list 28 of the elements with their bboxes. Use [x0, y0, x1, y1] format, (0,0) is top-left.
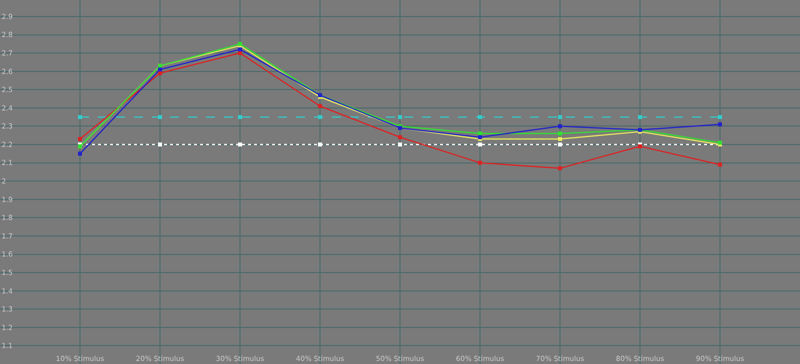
- point: [158, 142, 162, 146]
- point: [78, 115, 82, 120]
- point: [478, 160, 482, 165]
- point: [318, 115, 322, 120]
- point: [238, 115, 242, 120]
- point: [158, 68, 162, 72]
- point: [558, 142, 562, 146]
- point: [718, 122, 722, 126]
- point: [558, 166, 562, 170]
- point: [398, 115, 402, 120]
- point: [478, 142, 482, 146]
- point: [318, 142, 322, 146]
- point: [78, 137, 82, 142]
- point: [478, 115, 482, 120]
- point: [158, 115, 162, 120]
- point: [318, 104, 322, 108]
- point: [238, 47, 242, 52]
- point: [558, 124, 562, 128]
- point: [558, 115, 562, 120]
- point: [718, 115, 722, 120]
- point: [558, 132, 562, 136]
- point: [78, 152, 82, 156]
- point: [638, 115, 642, 120]
- point: [718, 162, 722, 167]
- point: [398, 135, 402, 140]
- point: [238, 142, 242, 146]
- point: [558, 137, 562, 142]
- point: [398, 142, 402, 146]
